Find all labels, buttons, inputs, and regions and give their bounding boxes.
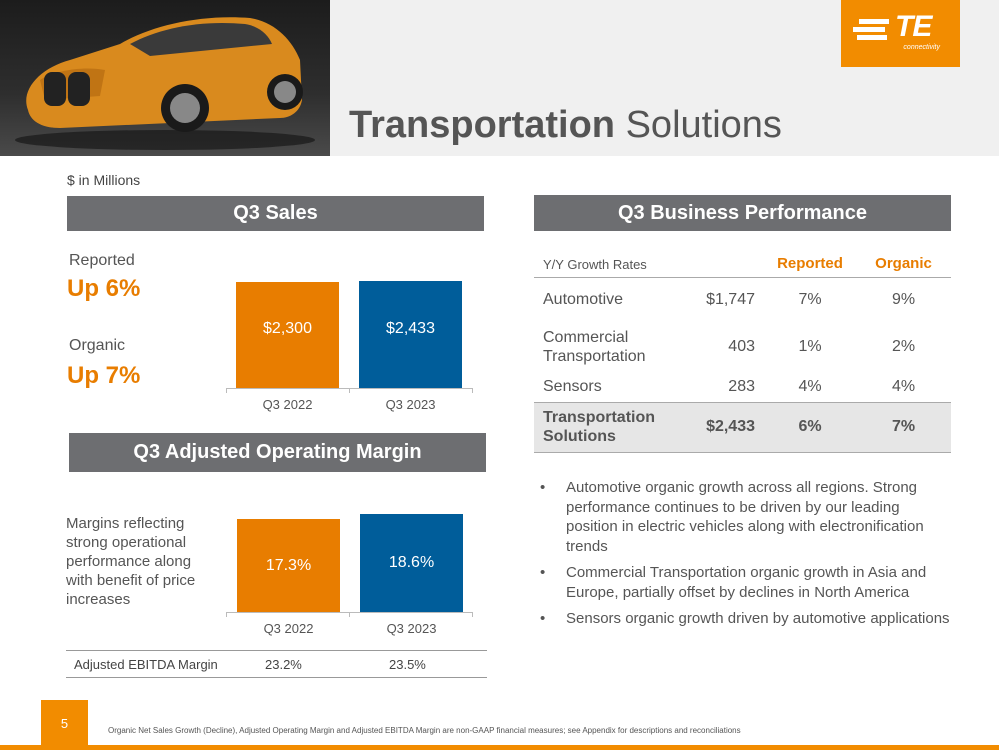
ebitda-2023: 23.5% (389, 657, 426, 672)
bullet-icon: • (540, 564, 546, 581)
chart-bar: $2,300 (236, 282, 339, 388)
x-tick-label: Q3 2023 (385, 397, 436, 412)
row-organic: 9% (891, 290, 916, 308)
car-image (0, 0, 330, 156)
footer-rule (0, 745, 999, 750)
table-row: Automotive $1,747 7% 9% (534, 277, 951, 322)
x-axis-tick (472, 388, 473, 393)
x-tick-label: Q3 2022 (262, 397, 313, 412)
col-growth-rates: Y/Y Growth Rates (534, 244, 684, 278)
footer-note: Organic Net Sales Growth (Decline), Adju… (108, 726, 741, 735)
ebitda-bottom-rule (66, 677, 487, 678)
bullet-text: Commercial Transportation organic growth… (566, 564, 927, 601)
x-axis-tick (226, 388, 227, 393)
units-label: $ in Millions (67, 172, 141, 188)
car-illustration (15, 17, 315, 150)
bar-data-label: $2,300 (263, 320, 312, 337)
col-sales (684, 244, 764, 278)
list-item: • Commercial Transportation organic growt… (540, 563, 952, 602)
bar-data-label: 17.3% (265, 556, 312, 574)
row-reported: 1% (798, 338, 822, 355)
table-row: Sensors 283 4% 4% (534, 372, 951, 402)
row-segment: Commercial Transportation (543, 329, 646, 365)
row-segment: Transportation Solutions (534, 401, 684, 453)
title-rest: Solutions (615, 104, 782, 146)
row-sales: 283 (728, 377, 755, 395)
chart-bar: $2,433 (359, 281, 462, 388)
row-organic: 7% (856, 401, 951, 453)
row-reported: 7% (798, 290, 822, 308)
row-segment: Sensors (543, 378, 602, 396)
table-header-row: Y/Y Growth Rates Reported Organic (534, 244, 951, 278)
commentary-list: • Automotive organic growth across all re… (540, 478, 952, 636)
bullet-text: Automotive organic growth across all reg… (566, 479, 924, 555)
ebitda-2022: 23.2% (265, 657, 302, 672)
row-segment: Automotive (543, 291, 624, 309)
table-total-row: Transportation Solutions $2,433 6% 7% (534, 401, 951, 453)
ebitda-label: Adjusted EBITDA Margin (74, 657, 218, 672)
col-reported: Reported (764, 244, 856, 278)
x-axis-tick (349, 388, 350, 393)
chart-bar: 18.6% (360, 514, 463, 612)
row-reported: 4% (798, 377, 822, 395)
row-sales: $2,433 (684, 401, 764, 453)
bullet-text: Sensors organic growth driven by automot… (566, 610, 950, 627)
margin-note: Margins reflecting strong operational pe… (66, 515, 196, 608)
col-organic: Organic (856, 244, 951, 278)
list-item: • Automotive organic growth across all re… (540, 478, 952, 556)
row-sales: 403 (728, 338, 755, 355)
bar-data-label: 18.6% (388, 554, 435, 571)
te-logo: TE connectivity (841, 0, 960, 67)
x-tick-label: Q3 2022 (263, 621, 314, 636)
list-item: • Sensors organic growth driven by automo… (540, 609, 952, 629)
margin-heading: Q3 Adjusted Operating Margin (69, 433, 486, 472)
bullet-icon: • (540, 610, 546, 627)
page-number: 5 (41, 700, 88, 746)
table-row: Commercial Transportation 403 1% 2% (534, 322, 951, 372)
row-reported: 6% (764, 401, 856, 453)
performance-table: Y/Y Growth Rates Reported Organic Automo… (534, 244, 951, 453)
organic-value: Up 7% (67, 362, 141, 389)
logo-bars-icon (853, 19, 889, 40)
title-bold: Transportation (349, 104, 616, 146)
row-organic: 2% (891, 338, 916, 355)
reported-value: Up 6% (67, 275, 141, 302)
bar-data-label: $2,433 (386, 319, 435, 337)
ebitda-top-rule (66, 650, 487, 651)
x-axis-tick (226, 612, 227, 617)
x-tick-label: Q3 2023 (386, 621, 437, 636)
row-sales: $1,747 (706, 290, 755, 308)
logo-subtext: connectivity (903, 44, 940, 51)
slide-title: Transportation Solutions (349, 104, 782, 147)
chart-bar: 17.3% (237, 519, 340, 612)
organic-label: Organic (69, 337, 126, 354)
logo-text: TE (895, 10, 932, 43)
sales-heading: Q3 Sales (67, 196, 484, 231)
row-organic: 4% (891, 377, 916, 395)
bullet-icon: • (540, 479, 546, 496)
performance-heading: Q3 Business Performance (534, 195, 951, 231)
x-axis-tick (472, 612, 473, 617)
reported-label: Reported (69, 252, 135, 269)
x-axis-tick (349, 612, 350, 617)
